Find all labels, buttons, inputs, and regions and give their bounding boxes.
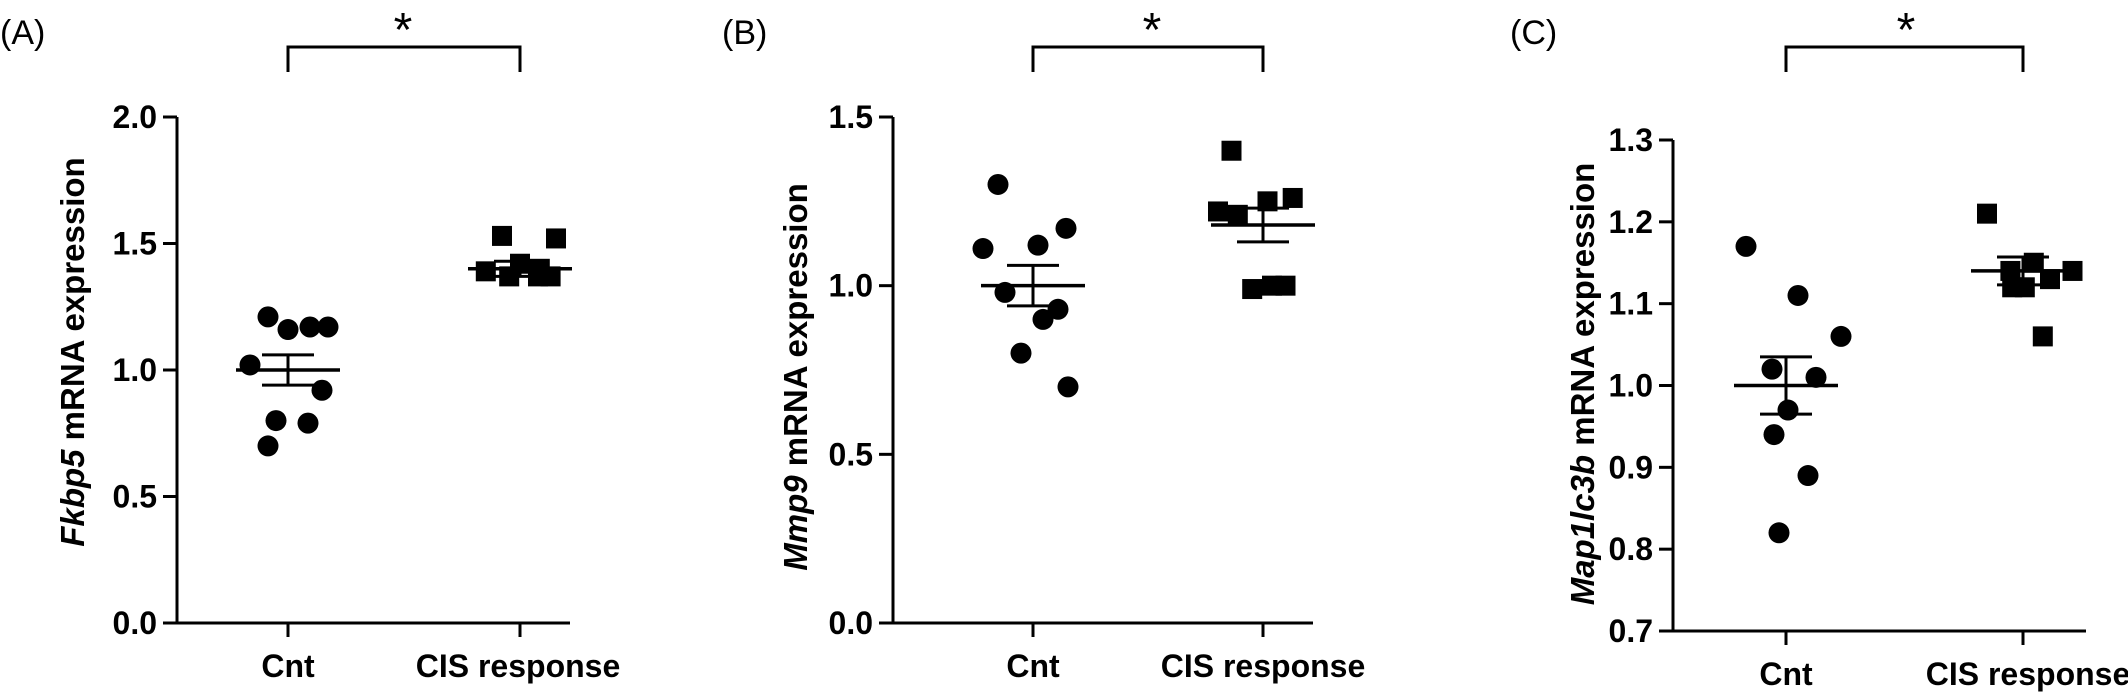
panel-b-point-cnt xyxy=(1055,217,1077,239)
panel-a-y-tick-label: 0.5 xyxy=(113,479,157,515)
panel-a-point-cis-response xyxy=(492,225,512,246)
panel-a-y-tick-label: 1.5 xyxy=(113,226,157,262)
panel-b-y-tick-label: 1.0 xyxy=(829,268,873,304)
panel-a-point-cnt xyxy=(297,412,319,434)
panel-c-point-cnt xyxy=(1805,366,1827,388)
panel-b-point-cis-response xyxy=(1208,201,1228,222)
panel-b-category-label-cnt: Cnt xyxy=(1006,648,1060,684)
panel-a: (A) Fkbp5 mRNA expression Cnt CIS respon… xyxy=(0,4,620,684)
panel-c-y-tick-label: 0.8 xyxy=(1609,531,1653,567)
panel-c-point-cnt xyxy=(1787,284,1809,306)
panel-b-plot-area xyxy=(972,45,1315,398)
panel-b-significance-marker: * xyxy=(1143,4,1162,57)
panel-c-point-cnt xyxy=(1830,325,1852,347)
panel-c-point-cis-response xyxy=(2002,277,2023,298)
panel-a-point-cnt xyxy=(299,316,321,338)
panel-b-y-tick-label: 1.5 xyxy=(829,99,873,135)
panel-b-point-cnt xyxy=(1010,342,1032,364)
panel-b-significance-bracket xyxy=(1031,45,1265,72)
panel-a-point-cnt xyxy=(317,316,339,338)
panel-a-point-cnt xyxy=(311,379,333,401)
panel-c-y-axis-title: Map1lc3b mRNA expression xyxy=(1564,163,1601,606)
panel-c-point-cnt xyxy=(1768,522,1790,544)
panel-b-point-cnt xyxy=(1027,234,1049,256)
panel-c-significance-bracket xyxy=(1784,45,2025,72)
panel-b-point-cnt xyxy=(1032,308,1054,330)
panel-b: (B) Mmp9 mRNA expression Cnt CIS respons… xyxy=(722,4,1365,684)
panel-b-y-tick-label: 0.5 xyxy=(829,436,873,472)
panel-b-point-cis-response xyxy=(1221,140,1242,161)
panel-a-point-cnt xyxy=(277,319,299,341)
panel-c-y-tick-label: 1.1 xyxy=(1609,286,1653,322)
panel-b-point-cnt xyxy=(987,173,1009,195)
panel-c-point-cis-response xyxy=(2032,326,2053,347)
panel-a-point-cis-response xyxy=(546,228,566,249)
panel-b-point-cnt xyxy=(1057,376,1079,398)
panel-c-category-label-cnt: Cnt xyxy=(1759,656,1813,692)
panel-b-y-axis-title: Mmp9 mRNA expression xyxy=(777,183,814,571)
panel-a-category-label-cnt: Cnt xyxy=(261,648,315,684)
panel-a-y-tick-label: 0.0 xyxy=(113,605,157,641)
panel-c-plot-area xyxy=(1734,45,2083,544)
panel-b-point-cis-response xyxy=(1242,279,1263,300)
panel-b-point-cis-response xyxy=(1227,204,1248,225)
panel-c-point-cnt xyxy=(1735,235,1757,257)
panel-b-point-cis-response xyxy=(1257,191,1278,212)
panel-b-point-cis-response xyxy=(1262,275,1282,296)
panel-c-y-tick-label: 1.2 xyxy=(1609,204,1653,240)
panel-c-y-tick-label: 0.7 xyxy=(1609,613,1653,649)
panel-a-point-cnt xyxy=(239,354,261,376)
panel-a-y-axis: 0.0 0.5 1.0 1.5 2.0 xyxy=(113,99,570,641)
panel-c-category-label-cis-response: CIS response xyxy=(1926,656,2128,692)
panel-b-y-tick-label: 0.0 xyxy=(829,605,873,641)
panel-c-significance-marker: * xyxy=(1897,4,1916,57)
panel-a-significance-marker: * xyxy=(394,4,413,57)
panel-c-y-tick-label: 1.3 xyxy=(1609,122,1653,158)
panel-b-point-cis-response xyxy=(1282,187,1303,208)
panel-a-y-axis-title: Fkbp5 mRNA expression xyxy=(54,157,91,546)
panel-a-point-cnt xyxy=(257,435,279,457)
panel-a-y-tick-label: 1.0 xyxy=(113,352,157,388)
panel-a-significance-bracket xyxy=(286,45,522,72)
panel-b-point-cnt xyxy=(1047,298,1069,320)
panel-b-y-axis: 0.0 0.5 1.0 1.5 xyxy=(829,99,1313,641)
panel-a-category-label-cis-response: CIS response xyxy=(416,648,621,684)
panel-c-y-axis: 0.7 0.8 0.9 1.0 1.1 1.2 1.3 xyxy=(1609,122,2086,649)
panel-b-point-cnt xyxy=(972,238,994,260)
panel-c-y-tick-label: 0.9 xyxy=(1609,449,1653,485)
panel-a-point-cnt xyxy=(265,410,287,432)
panel-c-point-cis-response xyxy=(1977,203,1997,224)
panel-a-label: (A) xyxy=(0,14,45,52)
panel-b-label: (B) xyxy=(722,14,767,52)
panel-c-point-cnt xyxy=(1777,399,1799,421)
panel-a-y-tick-label: 2.0 xyxy=(113,99,157,135)
panel-a-plot-area xyxy=(236,45,572,457)
panel-c: (C) Map1lc3b mRNA expression Cnt CIS res… xyxy=(1510,4,2128,692)
panel-c-point-cnt xyxy=(1761,358,1783,380)
panel-c-point-cnt xyxy=(1763,424,1785,446)
panel-a-point-cis-response xyxy=(475,261,496,282)
panel-c-point-cnt xyxy=(1797,465,1819,487)
panel-b-category-label-cis-response: CIS response xyxy=(1161,648,1366,684)
panel-a-point-cnt xyxy=(257,306,279,328)
panel-c-y-tick-label: 1.0 xyxy=(1609,368,1653,404)
panel-c-label: (C) xyxy=(1510,14,1557,52)
